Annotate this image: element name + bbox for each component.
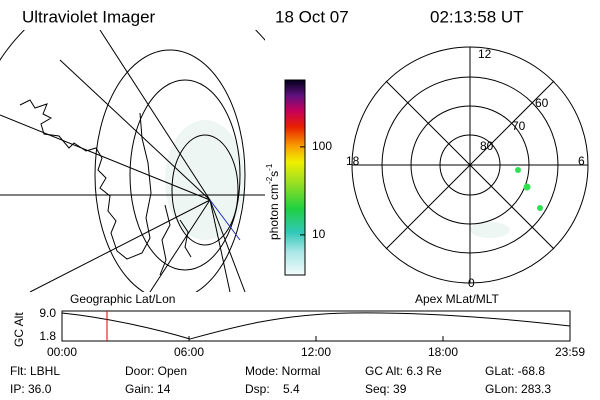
- alt-xtick-label: 12:00: [301, 345, 331, 359]
- status-field: GC Alt: 6.3 Re: [365, 364, 442, 378]
- ring-label: 60: [535, 96, 549, 110]
- status-field: Gain: 14: [125, 382, 171, 396]
- alt-ytick: 1.8: [39, 329, 56, 343]
- polar-plot: [351, 46, 589, 284]
- status-field: Seq: 39: [365, 382, 407, 396]
- ring-label: 80: [480, 139, 494, 153]
- polar-label: 12: [478, 47, 492, 61]
- time: 02:13:58 UT: [430, 7, 524, 26]
- alt-xtick-label: 00:00: [47, 345, 77, 359]
- alt-xtick-label: 06:00: [174, 345, 204, 359]
- caption: Apex MLat/MLT: [415, 292, 499, 306]
- status-field: Door: Open: [125, 364, 187, 378]
- ring-label: 70: [512, 119, 526, 133]
- alt-xtick-label: 18:00: [428, 345, 458, 359]
- alt-curve: [61, 312, 571, 340]
- polar-label: 0: [468, 276, 475, 290]
- polar-label: 18: [346, 154, 360, 168]
- geo-map: [0, 30, 265, 292]
- status-field: Dsp: 5.4: [245, 382, 300, 396]
- colorbar-tick-label: 100: [312, 139, 332, 153]
- alt-ytick: 9.0: [39, 306, 56, 320]
- status-field: GLon: 283.3: [485, 382, 551, 396]
- status-field: IP: 36.0: [10, 382, 52, 396]
- date: 18 Oct 07: [275, 7, 349, 26]
- alt-ylabel: GC Alt: [12, 312, 26, 347]
- alt-xtick-label: 23:59: [555, 345, 585, 359]
- colorbar-unit: photon cm-2s-1: [265, 163, 281, 240]
- status-field: Flt: LBHL: [10, 364, 60, 378]
- status-field: Mode: Normal: [245, 364, 320, 378]
- colorbar-tick-label: 10: [312, 227, 326, 241]
- colorbar: [284, 79, 306, 276]
- caption: Geographic Lat/Lon: [70, 292, 175, 306]
- title: Ultraviolet Imager: [22, 7, 156, 26]
- status-field: GLat: -68.8: [485, 364, 545, 378]
- polar-label: 6: [578, 154, 585, 168]
